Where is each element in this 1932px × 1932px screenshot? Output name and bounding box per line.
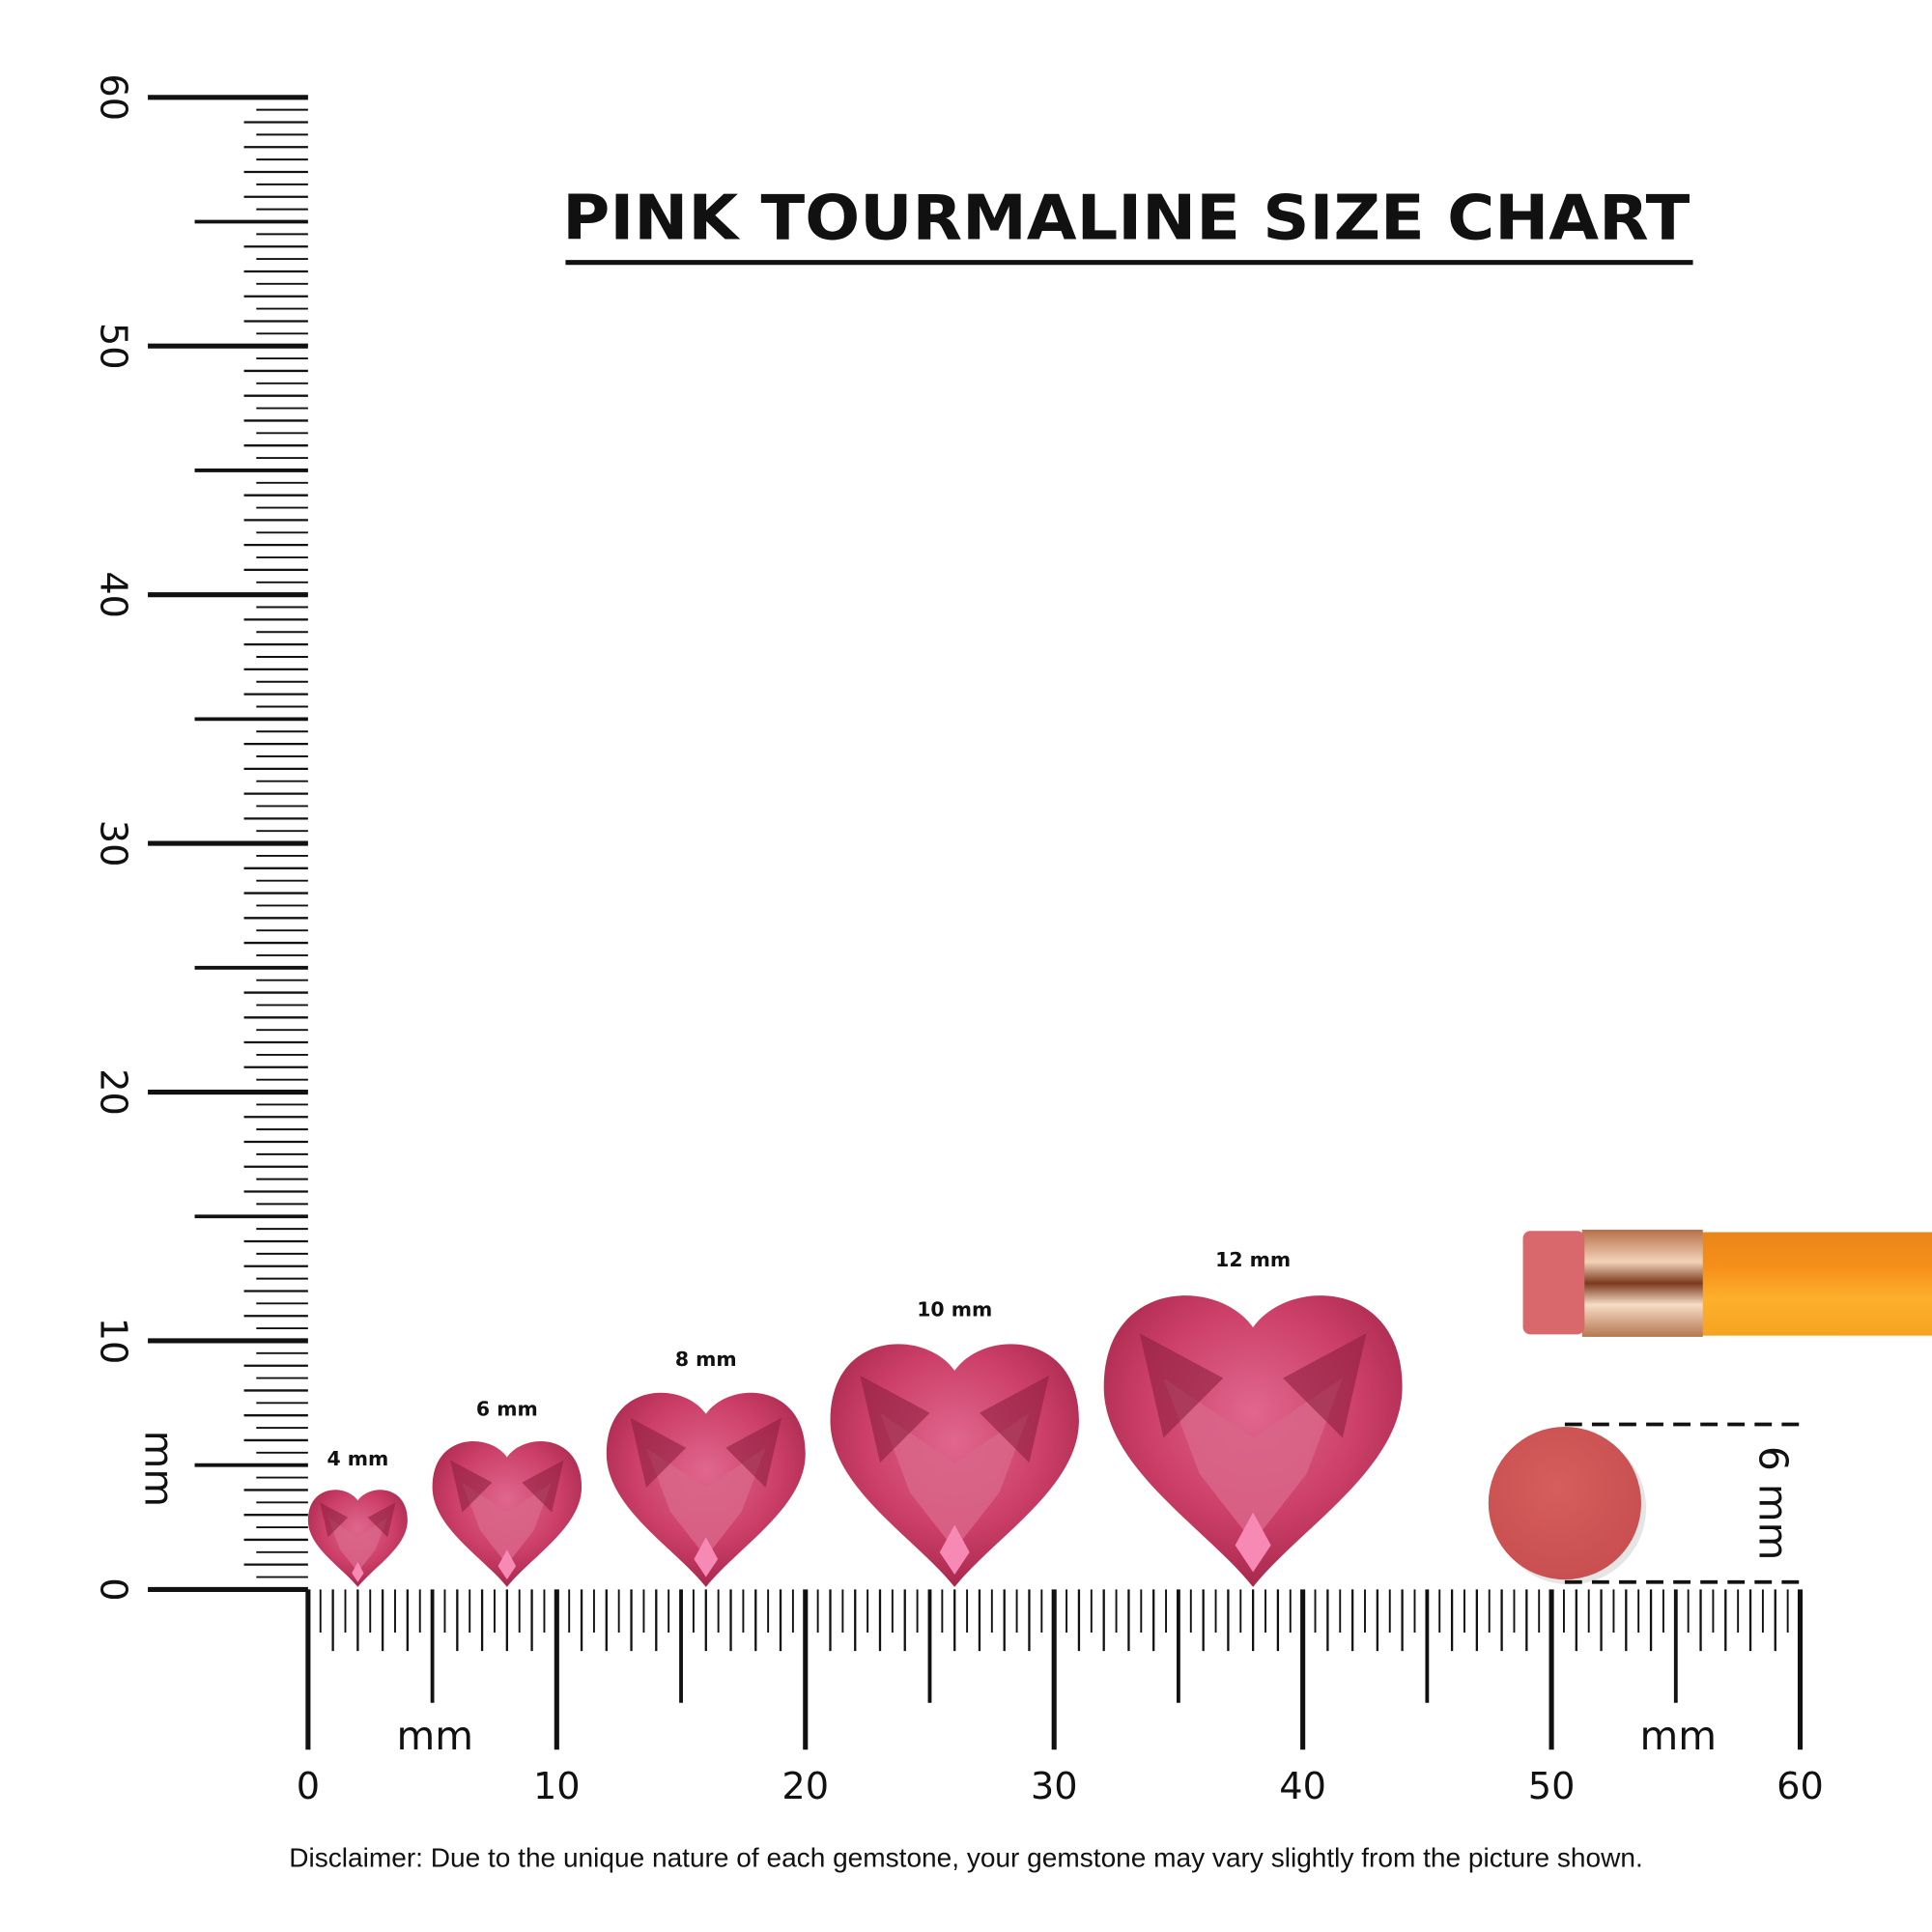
gem-size-label: 10 mm — [917, 1297, 992, 1321]
gem-size-label: 8 mm — [675, 1348, 737, 1371]
heart-gem — [432, 1440, 582, 1587]
disclaimer: Disclaimer: Due to the unique nature of … — [289, 1842, 1642, 1872]
vertical-unit-label: mm — [136, 1431, 183, 1507]
heart-gem — [606, 1392, 806, 1587]
horizontal-tick-label: 20 — [781, 1765, 829, 1808]
gem-size-label: 4 mm — [327, 1447, 388, 1470]
heart-gem — [830, 1344, 1079, 1587]
vertical-tick-label: 30 — [92, 820, 135, 867]
vertical-tick-label: 0 — [92, 1577, 135, 1601]
vertical-tick-label: 60 — [92, 73, 135, 121]
pencil-body — [1700, 1232, 1932, 1336]
horizontal-tick-label: 0 — [297, 1765, 320, 1808]
pencil — [1522, 1229, 1932, 1337]
reference-size-label: 6 mm — [1749, 1446, 1796, 1560]
vertical-tick-label: 10 — [92, 1318, 135, 1365]
horizontal-tick-label: 50 — [1528, 1765, 1576, 1808]
eraser-reference: 6 mm — [1488, 1422, 1800, 1585]
horizontal-tick-label: 60 — [1776, 1765, 1824, 1808]
gem-size-label: 12 mm — [1215, 1248, 1291, 1271]
pencil-ferrule — [1581, 1229, 1703, 1337]
title-underline — [565, 260, 1693, 266]
horizontal-tick-label: 10 — [533, 1765, 581, 1808]
horizontal-tick-label: 30 — [1031, 1765, 1078, 1808]
vertical-tick-label: 40 — [92, 571, 135, 618]
horizontal-tick-label: 40 — [1279, 1765, 1326, 1808]
heart-gem — [307, 1490, 408, 1587]
horizontal-unit-label-left: mm — [397, 1713, 473, 1759]
horizontal-ruler: 0 10 20 30 40 50 60 — [297, 1589, 1824, 1808]
heart-gem — [1103, 1295, 1403, 1587]
horizontal-unit-label-right: mm — [1640, 1713, 1717, 1759]
gem-size-label: 6 mm — [476, 1397, 538, 1420]
vertical-ruler: 0 10 20 30 40 50 60 — [92, 73, 308, 1602]
vertical-tick-label: 50 — [92, 323, 135, 370]
chart-title: PINK TOURMALINE SIZE CHART — [562, 183, 1690, 254]
vertical-tick-label: 20 — [92, 1068, 135, 1116]
pencil-eraser — [1522, 1231, 1585, 1335]
gem-row: 4 mm 6 mm 8 mm 10 mm 12 mm — [307, 1248, 1403, 1587]
eraser-circle — [1488, 1427, 1641, 1580]
